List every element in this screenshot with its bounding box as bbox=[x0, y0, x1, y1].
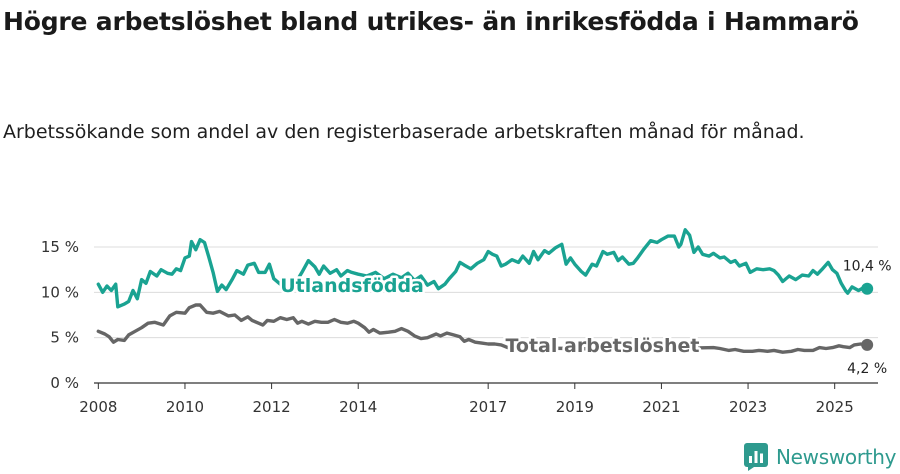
x-tick-label: 2008 bbox=[79, 398, 117, 416]
y-tick-label: 15 % bbox=[41, 238, 79, 256]
y-tick-label: 10 % bbox=[41, 283, 79, 301]
series-label-total: Total arbetslöshet bbox=[505, 335, 699, 357]
series-line-total bbox=[96, 303, 869, 354]
series-line-utlandsfodda bbox=[96, 228, 869, 309]
axes: 0 % 5 % 10 % 15 % 2008 2010 2012 2014 2017 2019 20… bbox=[41, 238, 878, 416]
x-tick-label: 2023 bbox=[729, 398, 767, 416]
x-tick-label: 2010 bbox=[166, 398, 204, 416]
x-tick-label: 2014 bbox=[339, 398, 377, 416]
chart-subtitle: Arbetssökande som andel av den registerb… bbox=[3, 121, 805, 143]
y-tick-label: 0 % bbox=[50, 374, 79, 392]
y-tick-label: 5 % bbox=[50, 329, 79, 347]
end-value-label-utlandsfodda: 10,4 % bbox=[843, 259, 892, 275]
x-tick-label: 2017 bbox=[469, 398, 507, 416]
chart-title: Högre arbetslöshet bland utrikes- än inr… bbox=[3, 7, 859, 36]
x-tick-label: 2012 bbox=[252, 398, 290, 416]
x-tick-label: 2019 bbox=[556, 398, 594, 416]
gridlines bbox=[94, 246, 878, 339]
newsworthy-logo-text: Newsworthy bbox=[776, 445, 897, 469]
newsworthy-logo-icon bbox=[744, 443, 768, 471]
x-tick-label: 2021 bbox=[642, 398, 680, 416]
series-label-utlandsfodda: Utlandsfödda bbox=[280, 275, 424, 297]
series-end-point-total bbox=[861, 338, 874, 351]
series-lines bbox=[96, 228, 874, 354]
newsworthy-logo[interactable]: Newsworthy bbox=[744, 442, 897, 472]
series-end-point-utlandsfodda bbox=[861, 282, 874, 295]
x-tick-label: 2025 bbox=[816, 398, 854, 416]
series-labels: Utlandsfödda Total arbetslöshet 10,4 % 4,2 … bbox=[278, 257, 893, 378]
end-value-label-total: 4,2 % bbox=[847, 361, 887, 377]
